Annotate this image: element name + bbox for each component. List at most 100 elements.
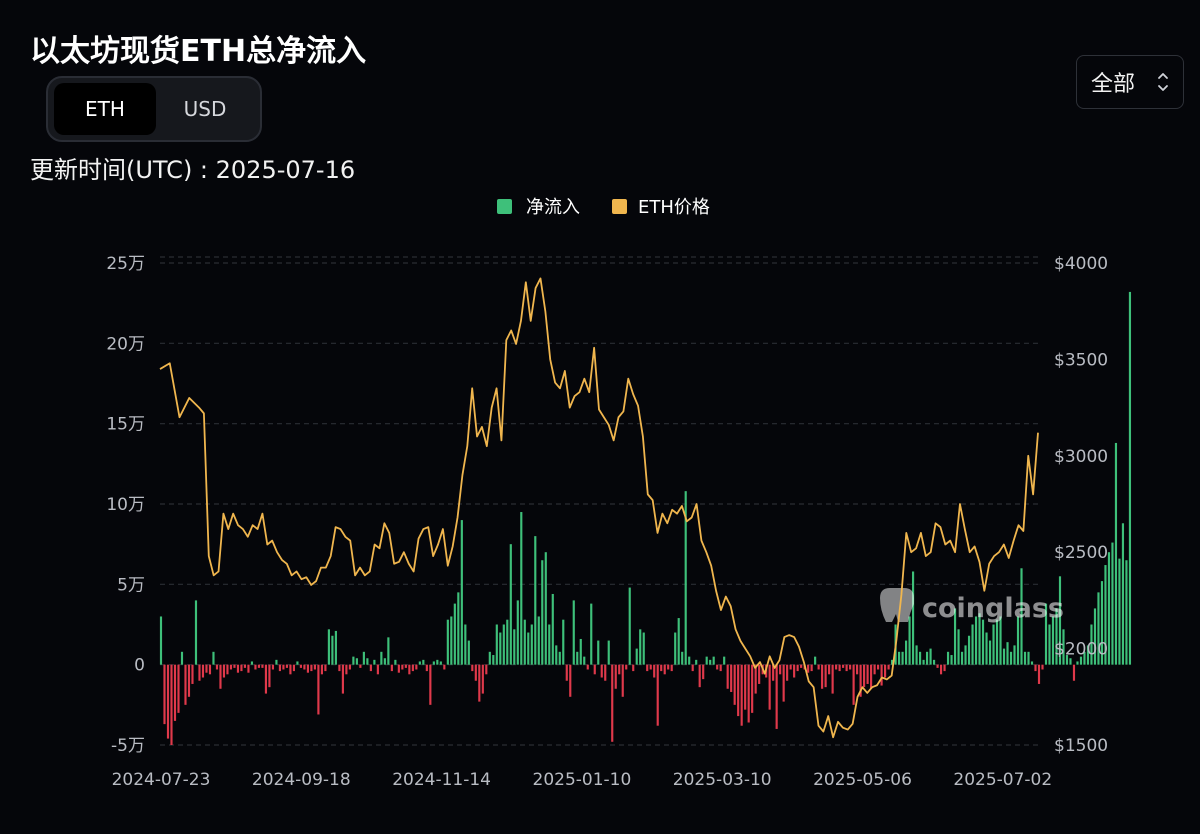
outflow-bar bbox=[863, 664, 866, 688]
outflow-bar bbox=[821, 664, 824, 689]
inflow-bar bbox=[467, 640, 470, 665]
inflow-bar bbox=[590, 603, 593, 665]
inflow-bar bbox=[1097, 592, 1100, 665]
y-right-tick-label: $4000 bbox=[1054, 254, 1108, 274]
inflow-bar bbox=[383, 658, 386, 665]
legend-swatch-eth-price bbox=[612, 199, 627, 214]
y-left-tick-label: 25万 bbox=[106, 254, 145, 274]
outflow-bar bbox=[870, 664, 873, 689]
outflow-bar bbox=[845, 664, 848, 672]
outflow-bar bbox=[222, 664, 226, 678]
inflow-bar bbox=[576, 651, 579, 665]
inflow-bar bbox=[705, 656, 708, 665]
outflow-bar bbox=[800, 664, 803, 668]
outflow-bar bbox=[733, 664, 736, 705]
outflow-bar bbox=[292, 664, 295, 672]
outflow-bar bbox=[268, 664, 271, 688]
outflow-bar bbox=[1072, 664, 1076, 681]
outflow-bar bbox=[751, 664, 754, 713]
outflow-bar bbox=[359, 664, 362, 668]
inflow-bar bbox=[1065, 655, 1069, 665]
outflow-bar bbox=[208, 664, 212, 675]
inflow-bar bbox=[541, 560, 544, 665]
outflow-bar bbox=[247, 664, 250, 673]
y-left-tick-label: 15万 bbox=[106, 415, 145, 435]
inflow-bar bbox=[932, 659, 936, 665]
outflow-bar bbox=[348, 664, 351, 670]
outflow-bar bbox=[481, 664, 484, 694]
outflow-bar bbox=[698, 664, 701, 688]
outflow-bar bbox=[726, 664, 729, 689]
outflow-bar bbox=[289, 664, 292, 675]
inflow-bar bbox=[898, 651, 901, 665]
page-title: 以太坊现货ETH总净流入 bbox=[30, 34, 367, 69]
outflow-bar bbox=[240, 664, 243, 672]
inflow-bar bbox=[579, 638, 582, 665]
inflow-bar bbox=[911, 571, 915, 665]
outflow-bar bbox=[320, 664, 323, 675]
tab-eth[interactable]: ETH bbox=[54, 83, 156, 135]
inflow-bar bbox=[635, 648, 638, 665]
outflow-bar bbox=[226, 664, 229, 675]
inflow-bar bbox=[331, 635, 334, 665]
inflow-bar bbox=[684, 491, 687, 665]
inflow-bar bbox=[1002, 648, 1006, 665]
inflow-bar bbox=[597, 640, 600, 665]
outflow-bar bbox=[702, 664, 705, 680]
legend-label-net-inflow: 净流入 bbox=[526, 197, 580, 218]
grid-layer bbox=[160, 256, 1038, 746]
inflow-bar bbox=[502, 624, 505, 665]
inflow-bar bbox=[918, 651, 922, 665]
outflow-bar bbox=[600, 664, 603, 678]
outflow-bar bbox=[425, 664, 428, 672]
inflow-bar bbox=[583, 656, 586, 665]
inflow-bar bbox=[950, 655, 953, 665]
inflow-bar bbox=[1020, 568, 1023, 665]
inflow-bar bbox=[1121, 523, 1125, 665]
outflow-bar bbox=[565, 664, 568, 681]
inflow-bar bbox=[513, 629, 516, 665]
inflow-bar bbox=[1069, 658, 1072, 665]
inflow-bar bbox=[523, 619, 526, 665]
inflow-bar bbox=[992, 624, 995, 665]
outflow-bar bbox=[338, 664, 341, 672]
y-right-tick-label: $1500 bbox=[1054, 736, 1108, 756]
inflow-bar bbox=[296, 661, 299, 665]
inflow-bar bbox=[891, 659, 894, 665]
inflow-bar bbox=[1076, 661, 1079, 665]
outflow-bar bbox=[884, 664, 887, 678]
inflow-bar bbox=[551, 593, 554, 665]
inflow-bar bbox=[520, 512, 523, 665]
outflow-bar bbox=[191, 664, 194, 684]
outflow-bar bbox=[569, 664, 572, 697]
inflow-bar bbox=[212, 651, 215, 665]
inflow-bar bbox=[355, 658, 358, 665]
outflow-bar bbox=[198, 664, 201, 681]
inflow-bar bbox=[957, 629, 960, 665]
outflow-bar bbox=[604, 664, 607, 681]
inflow-bar bbox=[1027, 651, 1030, 665]
inflow-bar bbox=[275, 659, 278, 665]
range-select[interactable]: 全部 bbox=[1076, 55, 1184, 109]
outflow-bar bbox=[939, 664, 943, 675]
inflow-bar bbox=[967, 635, 971, 665]
outflow-bar bbox=[649, 664, 652, 670]
inflow-bar bbox=[373, 659, 376, 665]
inflow-bar bbox=[492, 655, 495, 665]
inflow-bar bbox=[422, 659, 425, 665]
legend-swatch-net-inflow bbox=[497, 199, 512, 214]
inflow-bar bbox=[537, 616, 540, 665]
tab-usd[interactable]: USD bbox=[183, 97, 227, 121]
outflow-bar bbox=[345, 664, 348, 675]
inflow-bar bbox=[362, 651, 365, 665]
inflow-bar bbox=[439, 661, 442, 665]
outflow-bar bbox=[663, 664, 666, 675]
inflow-bar bbox=[908, 616, 911, 665]
outflow-bar bbox=[485, 664, 488, 675]
outflow-bar bbox=[842, 664, 845, 668]
inflow-bar bbox=[901, 651, 904, 665]
inflow-bar bbox=[712, 656, 715, 665]
outflow-bar bbox=[716, 664, 719, 670]
outflow-bar bbox=[478, 664, 481, 702]
